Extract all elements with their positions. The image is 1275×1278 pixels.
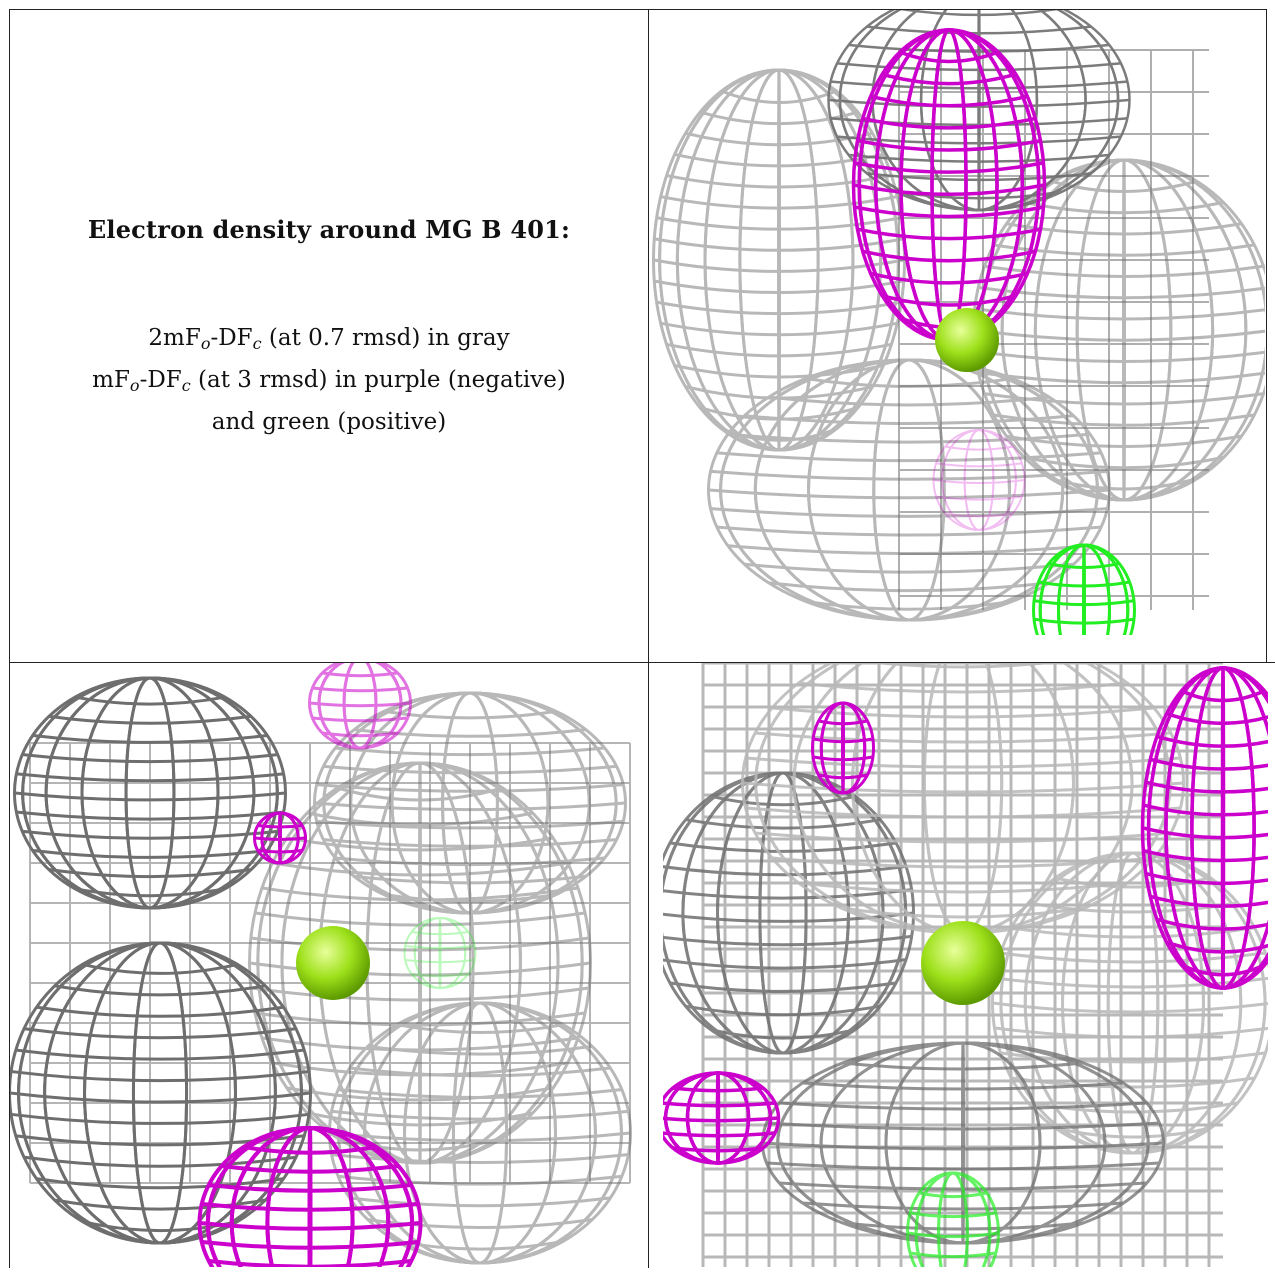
table-border-left: [9, 9, 10, 1268]
negative-density-mesh-faint: [932, 429, 1026, 531]
legend-cell: Electron density around MG B 401: 2mFo-D…: [10, 10, 648, 662]
mg-atom-sphere: [935, 308, 999, 372]
negative-density-mesh-top: [308, 663, 412, 750]
gray-density-lobe-bottom-right: [328, 1001, 632, 1265]
legend-line-purple: mFo-DFc (at 3 rmsd) in purple (negative): [92, 367, 566, 395]
table-divider-vertical: [648, 9, 649, 1268]
density-panel-2: [10, 663, 632, 1267]
negative-density-mesh-right: [1140, 666, 1268, 990]
density-panel-3-render: [663, 663, 1268, 1267]
negative-density-mesh-bottom: [197, 1126, 423, 1267]
table-border-top: [9, 9, 1267, 10]
table-divider-horizontal: [9, 662, 1275, 663]
density-panel-1-render: [652, 10, 1265, 635]
positive-density-mesh-faint: [403, 917, 477, 989]
negative-density-mesh-top: [811, 701, 875, 795]
gray-density-ring-center: [248, 761, 592, 1165]
negative-density-mesh-left: [663, 1071, 781, 1165]
negative-density-mesh-small: [253, 811, 307, 865]
density-panel-1: [649, 10, 1265, 635]
table-border-right: [1266, 9, 1267, 663]
density-panel-2-render: [10, 663, 632, 1267]
mg-atom-sphere: [921, 921, 1005, 1005]
gray-density-lobe-bottom: [707, 358, 1111, 622]
gray-density-lobe-bottom: [761, 1041, 1165, 1245]
positive-density-mesh: [906, 1171, 1000, 1267]
positive-density-mesh: [1032, 543, 1136, 635]
legend-line-gray: 2mFo-DFc (at 0.7 rmsd) in gray: [148, 325, 510, 353]
legend-line-green: and green (positive): [211, 409, 447, 435]
legend-title: Electron density around MG B 401:: [87, 215, 571, 244]
gray-density-lobe-bottom-left: [10, 941, 312, 1245]
legend-text: 2mFo-DFc (at 0.7 rmsd) in gray mFo-DFc (…: [10, 320, 648, 440]
gray-density-lobe-top: [827, 10, 1131, 212]
density-panel-3: [663, 663, 1268, 1267]
gray-density-grid: [29, 742, 631, 1184]
mg-atom-sphere: [296, 926, 370, 1000]
gray-density-lobe-right: [991, 851, 1268, 1155]
